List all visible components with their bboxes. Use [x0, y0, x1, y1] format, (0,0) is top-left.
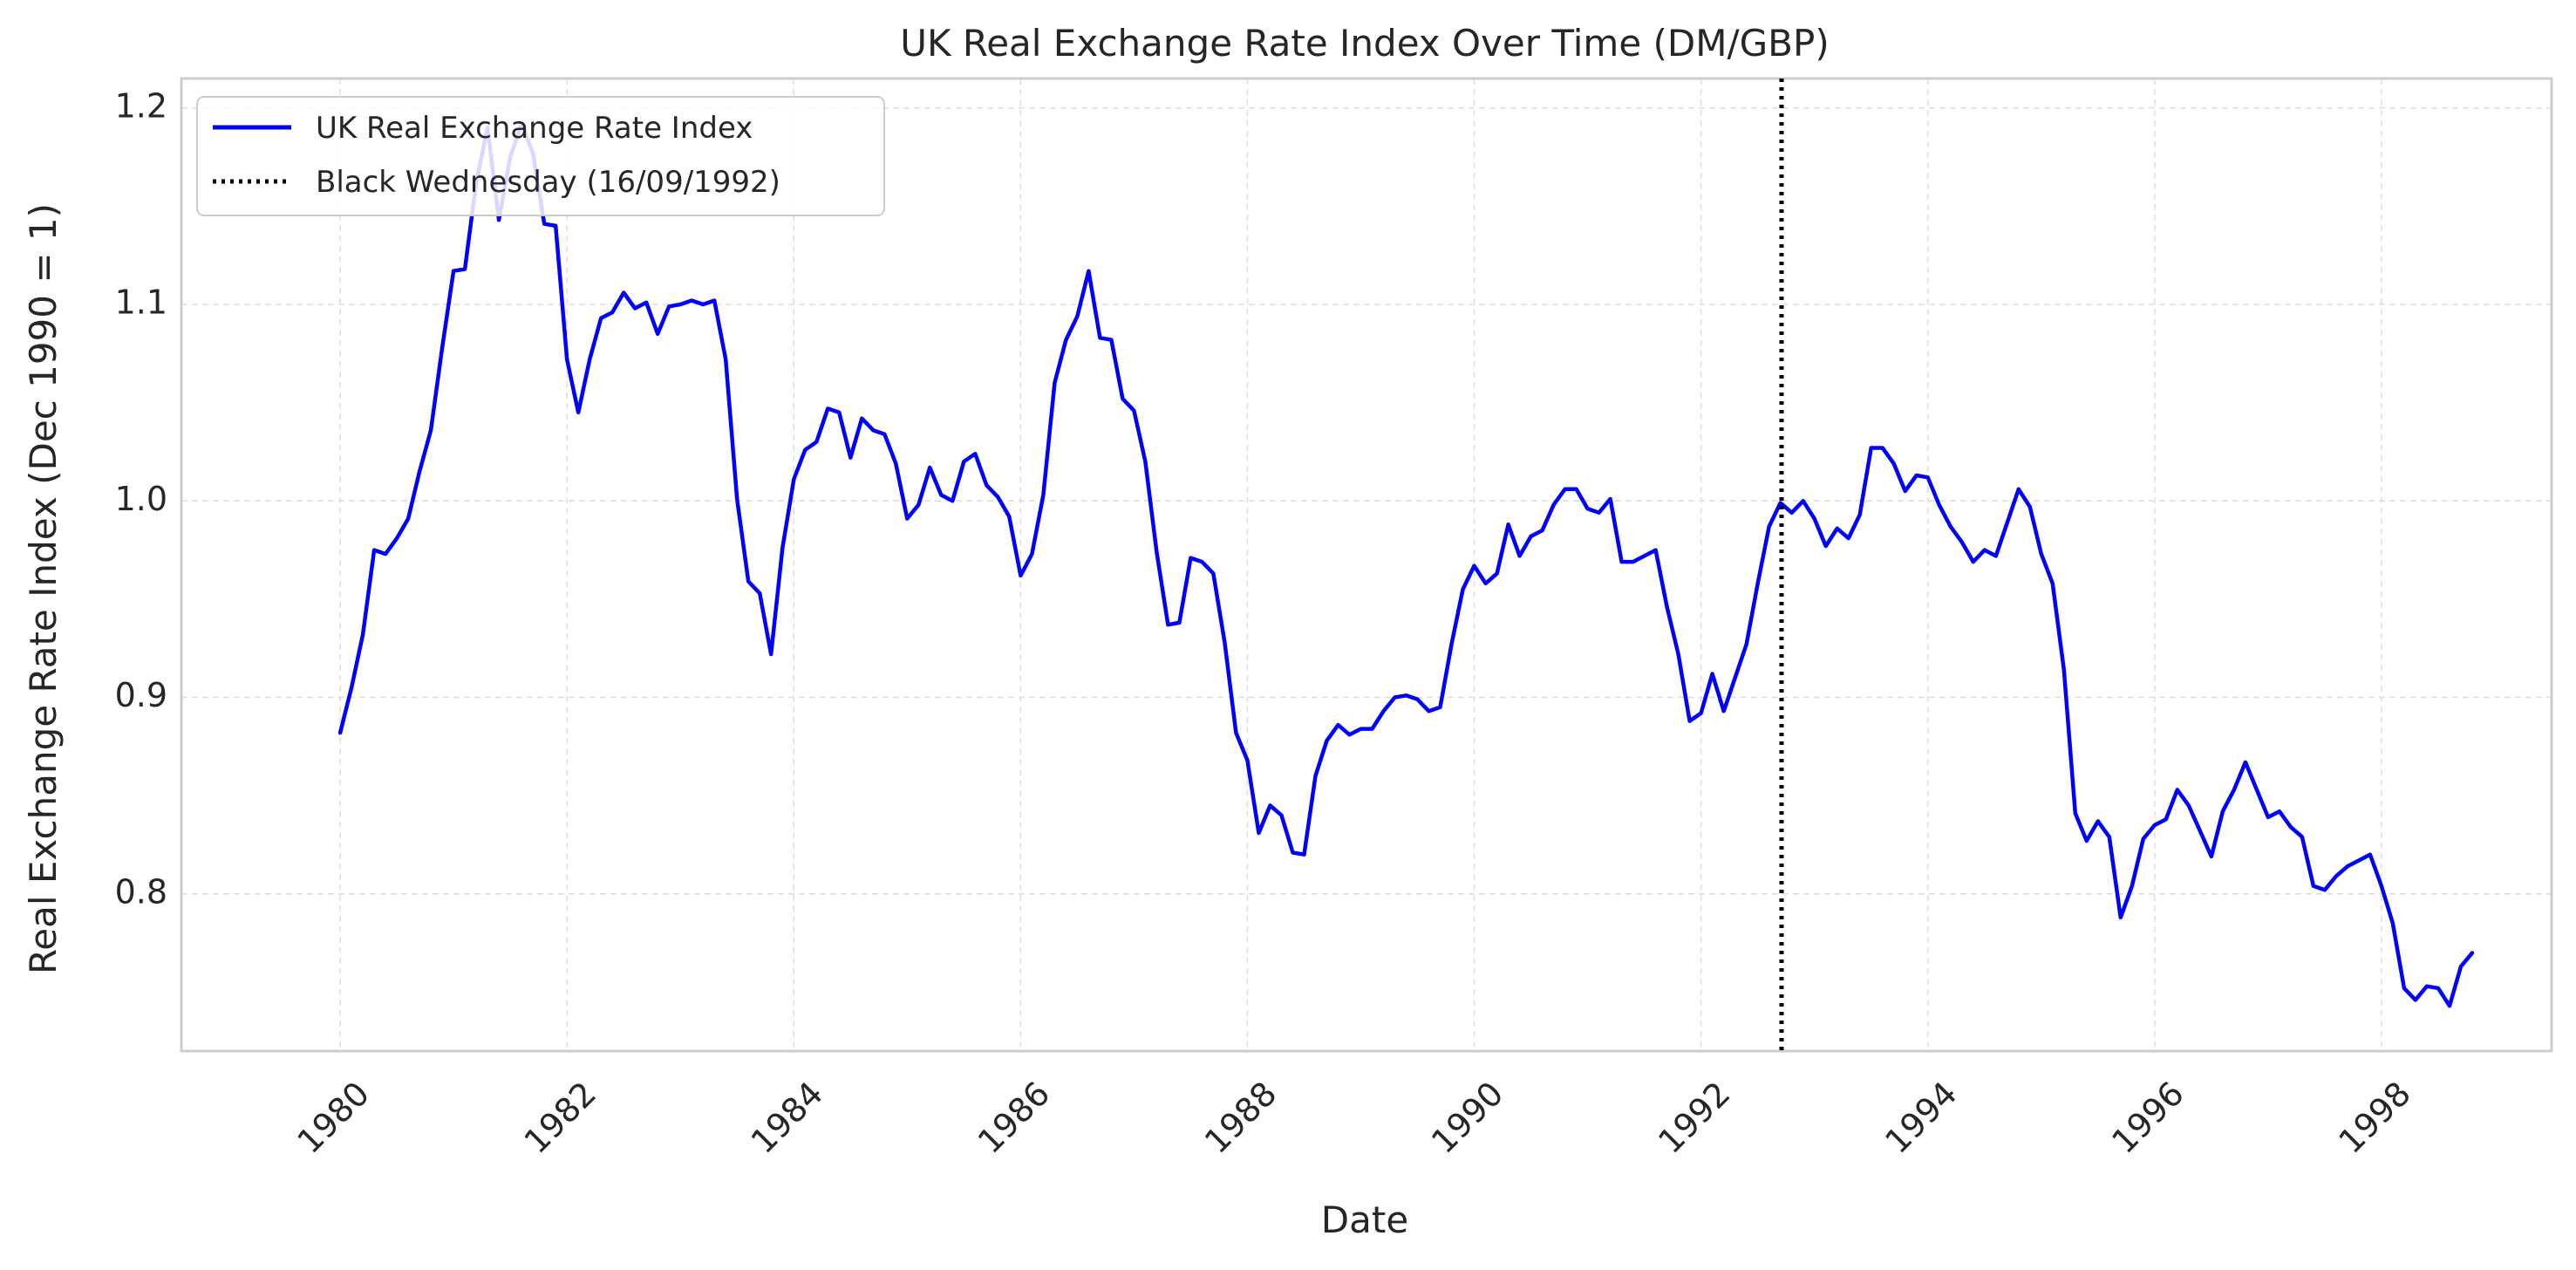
y-tick-label: 1.1: [115, 283, 167, 322]
legend-label-vline: Black Wednesday (16/09/1992): [316, 165, 780, 200]
legend-box: [196, 96, 885, 216]
y-tick-label: 0.9: [115, 676, 167, 714]
y-tick-label: 1.0: [115, 480, 167, 518]
plot-frame: [180, 77, 2553, 1053]
y-axis-label: Real Exchange Rate Index (Dec 1990 = 1): [22, 203, 65, 974]
legend-label-series: UK Real Exchange Rate Index: [316, 111, 753, 146]
y-tick-label: 1.2: [115, 86, 167, 125]
series-layer: [337, 79, 2475, 1051]
chart-title: UK Real Exchange Rate Index Over Time (D…: [900, 22, 1829, 65]
y-tick-label: 0.8: [115, 872, 167, 911]
legend: UK Real Exchange Rate Index Black Wednes…: [196, 96, 885, 216]
x-axis-label: Date: [1321, 1198, 1408, 1241]
series-line-0: [337, 121, 2475, 1008]
